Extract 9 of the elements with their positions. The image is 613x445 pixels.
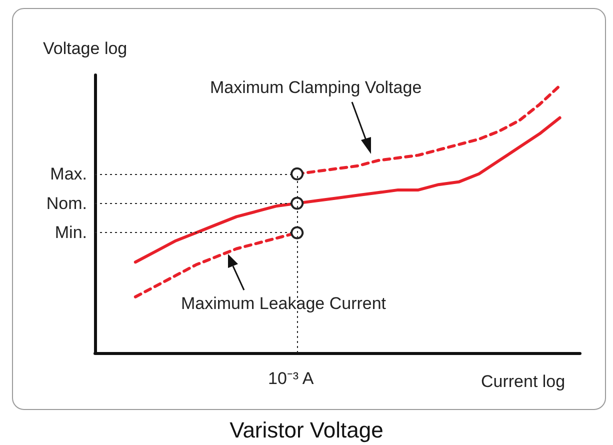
annotation: Maximum Leakage Current [181, 294, 386, 313]
ref-line-label: Max. [50, 164, 87, 184]
x-axis-title: Current log [481, 372, 566, 391]
ref-line-label: Min. [54, 223, 87, 242]
annotation: Maximum Clamping Voltage [210, 78, 422, 97]
ref-line-label: Nom. [46, 194, 87, 213]
text: 10⁻³ A [268, 369, 314, 388]
y-axis-title: Voltage log [43, 39, 128, 58]
text: Varistor Voltage [230, 418, 384, 442]
